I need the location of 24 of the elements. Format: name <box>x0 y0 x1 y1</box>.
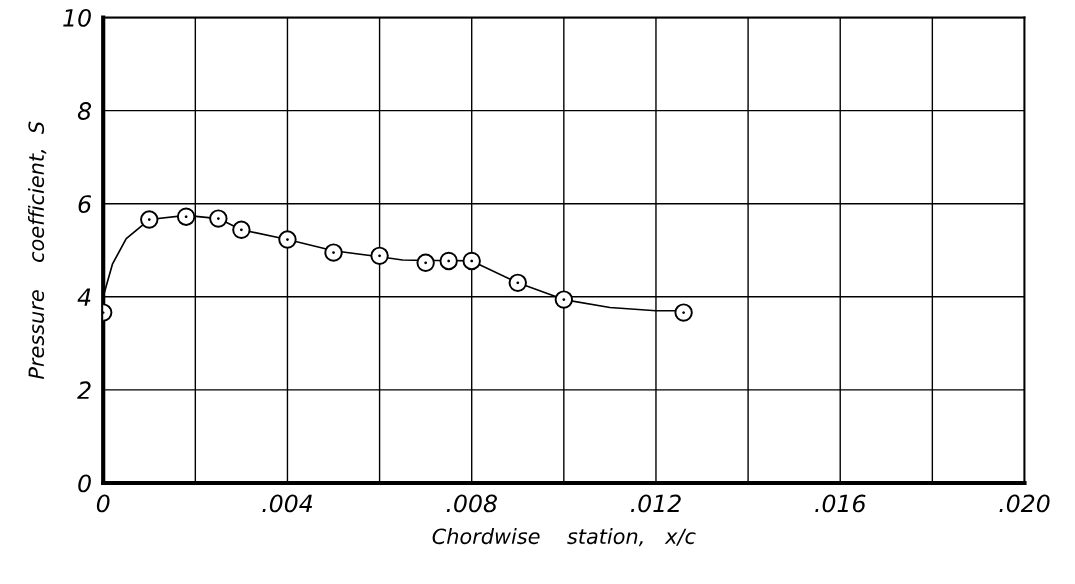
x-tick-label: .012 <box>631 494 681 513</box>
point <box>140 210 159 229</box>
x-tick-label: .020 <box>999 494 1050 513</box>
y-tick-label: 4 <box>77 288 91 306</box>
y-tick-label: 10 <box>63 8 91 27</box>
point <box>416 253 435 272</box>
y-tick-label: 8 <box>77 102 92 120</box>
point <box>232 220 251 239</box>
x-axis-title: Chordwise station, x/c <box>432 528 696 547</box>
point <box>370 246 389 266</box>
x-tick-label: .004 <box>262 494 313 513</box>
point <box>462 251 481 271</box>
y-axis-title: Pressure coefficient, S <box>27 121 47 380</box>
point <box>278 230 297 249</box>
y-tick-label: 0 <box>78 474 91 493</box>
x-tick-label: .016 <box>815 494 866 513</box>
x-tick-label: 0 <box>96 494 110 513</box>
point <box>209 209 228 228</box>
point <box>508 273 527 293</box>
y-tick-label: 2 <box>77 381 91 399</box>
x-tick-label: .008 <box>446 494 497 513</box>
point <box>674 303 693 322</box>
y-tick-label: 6 <box>78 195 92 214</box>
point <box>439 251 458 271</box>
